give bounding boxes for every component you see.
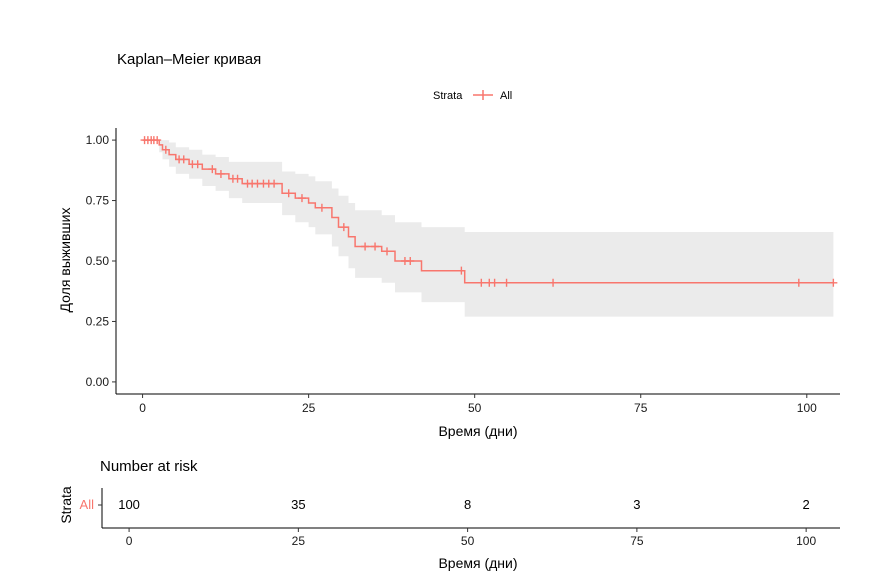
risk-x-tick-label: 0 bbox=[126, 534, 133, 548]
x-tick-label: 100 bbox=[797, 401, 817, 415]
censor-mark bbox=[339, 223, 348, 232]
risk-table-y-title: Strata bbox=[58, 486, 74, 524]
confidence-band bbox=[142, 140, 834, 317]
chart-title: Kaplan–Meier кривая bbox=[117, 51, 261, 68]
risk-count: 100 bbox=[118, 497, 140, 512]
survival-curve-layer bbox=[142, 139, 834, 284]
censor-mark bbox=[361, 242, 370, 251]
y-tick-label: 0.75 bbox=[86, 194, 110, 208]
censor-mark bbox=[208, 165, 217, 174]
legend-title: Strata bbox=[433, 90, 463, 102]
censor-mark bbox=[406, 257, 415, 265]
censor-mark bbox=[284, 189, 293, 198]
censor-mark bbox=[371, 242, 380, 251]
censor-mark bbox=[383, 247, 392, 256]
risk-table: 100 0 35 25 8 50 3 75 2 100 bbox=[98, 488, 840, 548]
survival-curve-all bbox=[142, 139, 834, 284]
censor-mark bbox=[233, 174, 242, 183]
risk-count: 2 bbox=[803, 497, 810, 512]
censor-mark bbox=[549, 278, 558, 287]
risk-table-strata-label: All bbox=[80, 497, 95, 512]
censor-mark bbox=[297, 194, 306, 203]
y-tick-label: 1.00 bbox=[86, 133, 110, 147]
legend-label-all: All bbox=[500, 90, 512, 102]
risk-count: 35 bbox=[291, 497, 305, 512]
y-tick-label: 0.50 bbox=[86, 254, 110, 268]
confidence-band-layer bbox=[142, 140, 834, 317]
risk-count: 8 bbox=[464, 497, 471, 512]
main-axes: 0.00 0.25 0.50 0.75 1.00 0 25 50 75 100 bbox=[86, 128, 840, 415]
x-tick-label: 0 bbox=[139, 401, 146, 415]
survival-plot: 0.00 0.25 0.50 0.75 1.00 0 25 50 75 100 bbox=[86, 128, 840, 415]
risk-x-tick-label: 100 bbox=[796, 534, 816, 548]
x-tick-label: 50 bbox=[468, 401, 482, 415]
censor-mark bbox=[794, 278, 803, 287]
risk-table-title: Number at risk bbox=[100, 458, 198, 475]
censor-mark bbox=[270, 179, 279, 188]
y-tick-label: 0.00 bbox=[86, 375, 110, 389]
y-axis-title: Доля выживших bbox=[57, 208, 73, 313]
censor-mark bbox=[829, 278, 838, 287]
legend: Strata All bbox=[433, 90, 512, 102]
risk-x-tick-label: 25 bbox=[292, 534, 306, 548]
censor-mark bbox=[216, 169, 225, 178]
censor-mark bbox=[179, 155, 188, 164]
x-axis-title: Время (дни) bbox=[438, 423, 517, 439]
censor-mark bbox=[317, 203, 326, 212]
censor-marks-layer bbox=[140, 136, 838, 287]
censor-mark bbox=[490, 278, 499, 287]
risk-x-tick-label: 75 bbox=[630, 534, 644, 548]
x-tick-label: 75 bbox=[634, 401, 648, 415]
y-tick-label: 0.25 bbox=[86, 314, 110, 328]
censor-mark bbox=[161, 145, 170, 154]
censor-mark bbox=[193, 160, 202, 169]
x-tick-label: 25 bbox=[302, 401, 316, 415]
censor-mark bbox=[457, 266, 466, 275]
censor-mark bbox=[153, 136, 162, 145]
risk-x-tick-label: 50 bbox=[461, 534, 475, 548]
censor-mark bbox=[502, 278, 511, 287]
risk-count: 3 bbox=[633, 497, 640, 512]
censor-mark bbox=[477, 278, 486, 287]
risk-table-x-title: Время (дни) bbox=[438, 555, 517, 571]
